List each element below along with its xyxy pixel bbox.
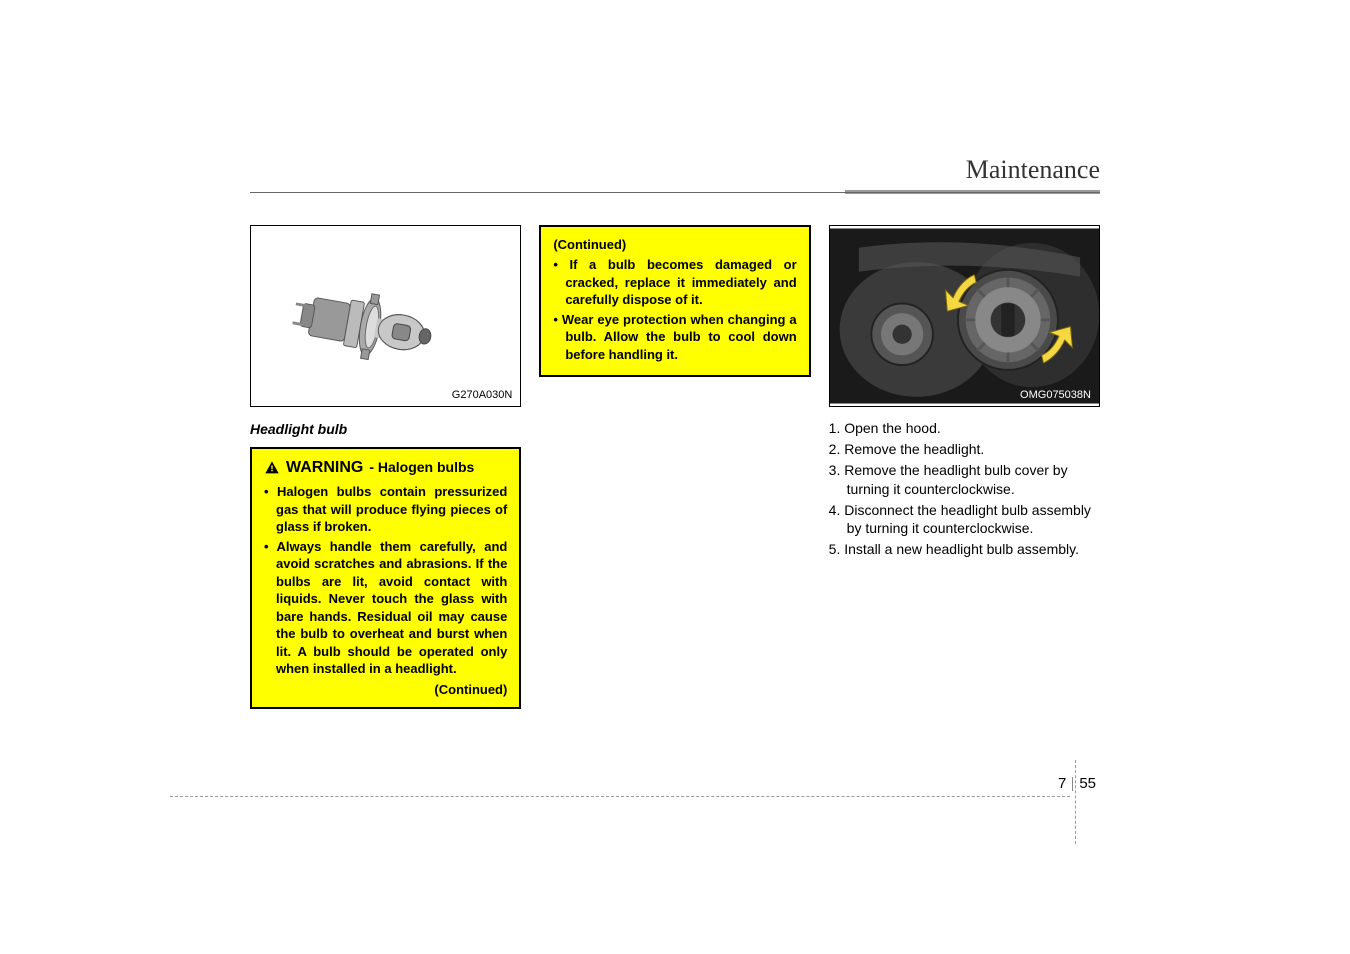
step-item: 1. Open the hood.: [829, 419, 1100, 438]
warning-bullet: Wear eye protection when changing a bulb…: [553, 311, 796, 364]
step-item: 5. Install a new headlight bulb assembly…: [829, 540, 1100, 559]
subheading-headlight-bulb: Headlight bulb: [250, 421, 521, 437]
figure-bulb-illustration: G270A030N: [250, 225, 521, 407]
assembly-svg: [830, 226, 1099, 406]
column-2: (Continued) If a bulb becomes damaged or…: [539, 225, 810, 709]
warning-icon: [264, 459, 280, 477]
continued-top-label: (Continued): [553, 237, 796, 252]
page-footer: 7 55: [1058, 775, 1096, 792]
bulb-svg: [251, 226, 520, 406]
warning-bullet: Halogen bulbs contain pressurized gas th…: [264, 483, 507, 536]
footer-chapter-number: 7: [1058, 775, 1066, 792]
warning-list-2: If a bulb becomes damaged or cracked, re…: [553, 256, 796, 363]
figure-headlight-assembly: OMG075038N: [829, 225, 1100, 407]
page-header: Maintenance: [966, 155, 1100, 185]
steps-list: 1. Open the hood. 2. Remove the headligh…: [829, 419, 1100, 559]
continued-label: (Continued): [264, 682, 507, 697]
step-item: 2. Remove the headlight.: [829, 440, 1100, 459]
footer-page-number: 55: [1079, 775, 1096, 792]
warning-list-1: Halogen bulbs contain pressurized gas th…: [264, 483, 507, 678]
warning-title-text: WARNING: [286, 459, 363, 477]
figure-1-label: G270A030N: [452, 389, 513, 401]
warning-box-2: (Continued) If a bulb becomes damaged or…: [539, 225, 810, 377]
column-1: G270A030N Headlight bulb WARNING - Halog…: [250, 225, 521, 709]
step-item: 4. Disconnect the headlight bulb assembl…: [829, 501, 1100, 539]
warning-title-row: WARNING - Halogen bulbs: [264, 459, 507, 477]
footer-dotted-vertical: [1075, 760, 1076, 844]
content-row: G270A030N Headlight bulb WARNING - Halog…: [250, 225, 1100, 709]
step-item: 3. Remove the headlight bulb cover by tu…: [829, 461, 1100, 499]
warning-subtitle: - Halogen bulbs: [369, 459, 474, 475]
warning-box-1: WARNING - Halogen bulbs Halogen bulbs co…: [250, 447, 521, 709]
warning-bullet: If a bulb becomes damaged or cracked, re…: [553, 256, 796, 309]
footer-dotted-horizontal: [170, 796, 1070, 797]
header-rule: [250, 192, 1100, 193]
column-3: OMG075038N 1. Open the hood. 2. Remove t…: [829, 225, 1100, 709]
warning-bullet: Always handle them carefully, and avoid …: [264, 538, 507, 678]
figure-2-label: OMG075038N: [1020, 389, 1091, 401]
footer-divider: [1072, 777, 1073, 791]
